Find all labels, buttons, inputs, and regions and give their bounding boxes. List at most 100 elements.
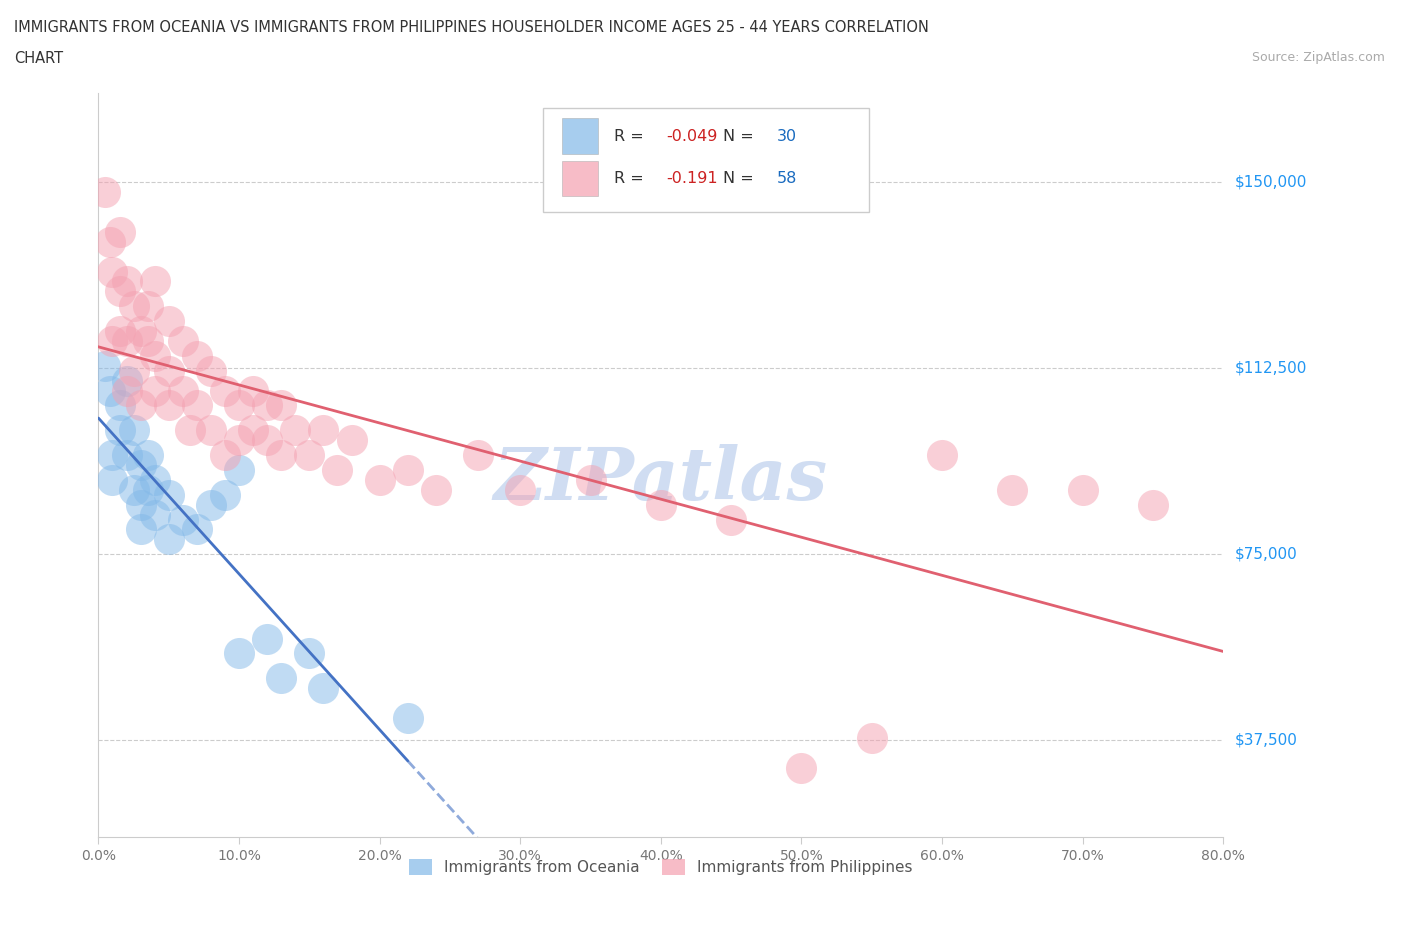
Point [136,299,159,313]
Text: -0.191: -0.191 [666,171,718,186]
Point [1071,483,1094,498]
Text: IMMIGRANTS FROM OCEANIA VS IMMIGRANTS FROM PHILIPPINES HOUSEHOLDER INCOME AGES 2: IMMIGRANTS FROM OCEANIA VS IMMIGRANTS FR… [14,20,929,35]
Point [101,472,124,487]
Point [200,423,222,438]
Point [143,274,166,289]
Text: $37,500: $37,500 [1234,733,1298,748]
Point [228,398,250,413]
Point [931,447,953,462]
Point [256,631,278,646]
Text: Source: ZipAtlas.com: Source: ZipAtlas.com [1251,51,1385,64]
Text: N =: N = [723,128,759,143]
Point [172,334,194,349]
Point [186,349,208,364]
Point [650,498,672,512]
Point [270,671,292,685]
Point [136,483,159,498]
Text: ZIPatlas: ZIPatlas [494,445,828,515]
Point [228,432,250,447]
Point [312,423,335,438]
Point [129,324,152,339]
Point [108,224,131,239]
Point [312,681,335,696]
Point [115,447,138,462]
FancyBboxPatch shape [543,108,869,212]
Point [129,458,152,472]
Text: R =: R = [613,171,648,186]
Point [179,423,201,438]
FancyBboxPatch shape [562,161,598,196]
Point [129,398,152,413]
Point [98,234,121,249]
Point [172,512,194,527]
Point [157,313,180,328]
Legend: Immigrants from Oceania, Immigrants from Philippines: Immigrants from Oceania, Immigrants from… [402,853,920,882]
Text: 30: 30 [776,128,797,143]
Point [108,398,131,413]
Point [214,447,236,462]
Point [396,711,419,725]
Point [136,447,159,462]
Point [214,383,236,398]
Point [108,324,131,339]
Point [122,483,145,498]
Text: 58: 58 [776,171,797,186]
Point [1142,498,1164,512]
Point [298,646,321,661]
Point [143,472,166,487]
Point [214,487,236,502]
Point [157,487,180,502]
Point [115,334,138,349]
Point [101,264,124,279]
Point [122,299,145,313]
Text: R =: R = [613,128,648,143]
Point [157,532,180,547]
Point [368,472,391,487]
Point [143,383,166,398]
FancyBboxPatch shape [562,118,598,154]
Point [94,358,117,373]
Point [579,472,602,487]
Point [101,334,124,349]
Point [200,498,222,512]
Text: $150,000: $150,000 [1234,175,1306,190]
Point [860,730,883,745]
Point [326,462,349,477]
Point [242,383,264,398]
Point [425,483,447,498]
Point [101,447,124,462]
Point [98,383,121,398]
Text: $75,000: $75,000 [1234,547,1298,562]
Point [270,398,292,413]
Point [108,284,131,299]
Point [340,432,363,447]
Point [115,373,138,388]
Point [129,498,152,512]
Text: $112,500: $112,500 [1234,361,1306,376]
Point [720,512,742,527]
Point [228,646,250,661]
Text: N =: N = [723,171,759,186]
Point [115,274,138,289]
Point [157,398,180,413]
Point [509,483,531,498]
Point [172,383,194,398]
Point [790,760,813,775]
Point [298,447,321,462]
Point [108,423,131,438]
Point [129,522,152,537]
Point [122,423,145,438]
Point [256,398,278,413]
Text: -0.049: -0.049 [666,128,718,143]
Point [143,349,166,364]
Point [467,447,489,462]
Point [1001,483,1024,498]
Point [396,462,419,477]
Point [115,383,138,398]
Point [242,423,264,438]
Point [270,447,292,462]
Point [143,507,166,522]
Point [284,423,307,438]
Point [186,522,208,537]
Point [228,462,250,477]
